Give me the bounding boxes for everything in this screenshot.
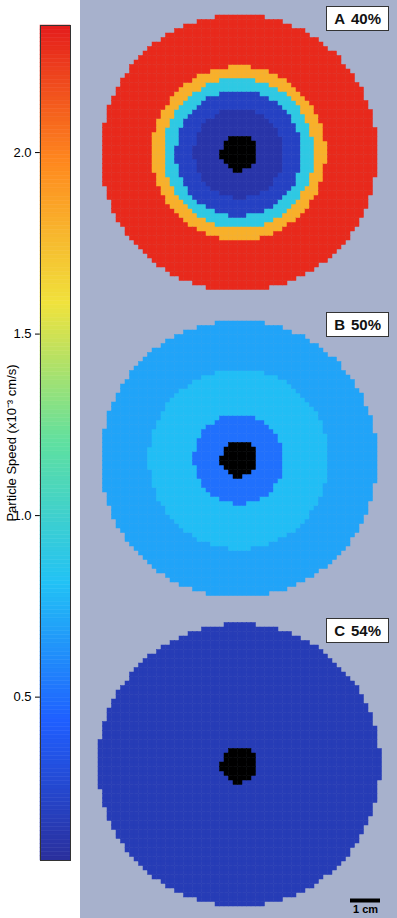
html-text:50%: 50%	[351, 316, 381, 333]
svg-text:1.0: 1.0	[13, 507, 32, 523]
svg-text:1.5: 1.5	[13, 326, 31, 341]
html-text:40%: 40%	[351, 10, 381, 27]
html-text:C: C	[334, 622, 345, 639]
svg-text:0.5: 0.5	[13, 689, 31, 704]
html-text:A: A	[334, 10, 345, 27]
html-text:B: B	[334, 316, 345, 333]
svg-text:2.0: 2.0	[13, 145, 31, 160]
svg-text:Particle Speed (x10⁻³ cm/s): Particle Speed (x10⁻³ cm/s)	[4, 364, 19, 521]
html-text:54%: 54%	[351, 622, 381, 639]
svg-text:1 cm: 1 cm	[353, 903, 378, 915]
